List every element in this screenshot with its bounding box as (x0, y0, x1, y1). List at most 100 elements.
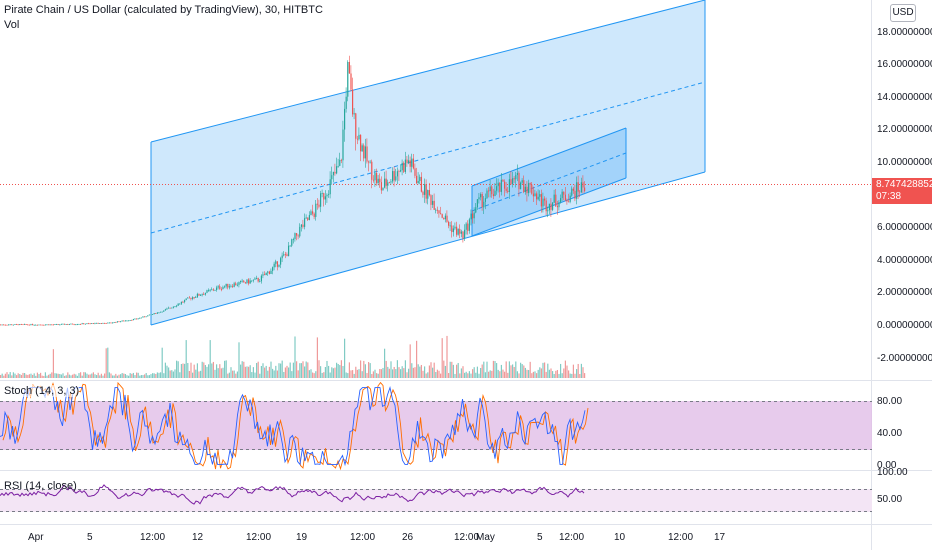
volume-bar (120, 374, 122, 378)
volume-bar (72, 374, 74, 378)
candle-body (294, 233, 296, 240)
volume-bar (481, 364, 483, 378)
volume-bar (232, 370, 234, 378)
candle-body (219, 286, 221, 290)
volume-bar (283, 371, 285, 378)
volume-bar (360, 360, 362, 378)
candle-body (390, 181, 392, 183)
candle-body (228, 286, 230, 288)
volume-bar (572, 364, 574, 378)
candle-body (356, 138, 358, 140)
candle-body (422, 191, 424, 195)
candle-body (110, 322, 112, 324)
time-axis-label: 5 (87, 532, 93, 543)
volume-bar (249, 365, 251, 378)
volume-bar (164, 362, 166, 378)
volume-bar (547, 363, 549, 378)
candle-body (220, 289, 222, 290)
volume-bar (188, 371, 190, 378)
candle-body (398, 171, 400, 173)
candle-body (334, 171, 336, 174)
volume-legend: Vol (4, 19, 20, 31)
candle-body (555, 194, 557, 207)
channel-large-upper[interactable] (150, 0, 706, 143)
volume-bar (52, 349, 54, 378)
candle-body (510, 179, 512, 185)
volume-bar (344, 338, 346, 378)
candle-body (352, 89, 354, 115)
candle-body (163, 310, 165, 312)
volume-bar (169, 370, 171, 378)
price-axis-label: 6.0000000000 (877, 222, 932, 233)
candle-body (227, 283, 229, 288)
rsi-legend[interactable]: RSI (14, close) (4, 480, 77, 492)
volume-bar (142, 375, 144, 378)
candle-body (340, 159, 342, 161)
channel-large-mid[interactable] (150, 81, 706, 234)
channel-small-upper[interactable] (471, 127, 627, 187)
volume-bar (414, 367, 416, 378)
volume-bar (270, 361, 272, 378)
volume-bar (398, 367, 400, 378)
candle-body (30, 324, 32, 326)
stoch-legend[interactable]: Stoch (14, 3, 3) (4, 385, 80, 397)
volume-bar (97, 372, 99, 378)
candle-body (524, 186, 526, 193)
currency-button[interactable]: USD (890, 4, 916, 22)
channel-large-lower[interactable] (150, 171, 706, 326)
candle-body (548, 203, 550, 211)
volume-bar (552, 371, 554, 378)
volume-bar (366, 372, 368, 378)
candle-body (68, 324, 70, 326)
candle-body (62, 323, 64, 325)
volume-bar (134, 375, 136, 378)
candle-body (190, 297, 192, 299)
candle-body (182, 301, 184, 303)
candle-body (353, 113, 355, 115)
volume-bar (428, 365, 430, 378)
price-axis-label: 2.0000000000 (877, 287, 932, 298)
volume-bar (81, 375, 83, 378)
candle-body (268, 271, 270, 274)
candle-body (99, 323, 101, 324)
candle-body (126, 320, 128, 322)
candle-body (144, 316, 146, 318)
volume-bar (126, 375, 128, 378)
candle-body (568, 201, 570, 203)
candle-body (574, 190, 576, 199)
volume-bar (185, 340, 187, 378)
candle-body (393, 171, 395, 181)
candle-body (81, 323, 83, 325)
candle-body (452, 228, 454, 233)
volume-bar (430, 362, 432, 378)
volume-bar (568, 370, 570, 378)
candle-body (240, 280, 242, 283)
volume-bar (385, 360, 387, 378)
candle-body (57, 324, 59, 325)
candle-body (404, 159, 406, 172)
volume-bar (256, 362, 258, 378)
volume-bar (353, 373, 355, 378)
candle-body (518, 172, 520, 190)
volume-bar (238, 342, 240, 378)
volume-bar (184, 363, 186, 378)
stoch-series (0, 381, 589, 471)
volume-bar (468, 371, 470, 378)
volume-bar (203, 362, 205, 378)
volume-bar (411, 363, 413, 378)
volume-bar (289, 362, 291, 378)
candle-body (494, 190, 496, 197)
candle-body (379, 178, 381, 183)
volume-bar (408, 368, 410, 378)
candle-body (70, 323, 72, 325)
candle-body (209, 289, 211, 291)
candle-body (464, 229, 466, 239)
volume-bar (350, 370, 352, 378)
volume-bar (563, 368, 565, 378)
candle-body (233, 283, 235, 287)
candle-body (60, 323, 62, 325)
volume-bar (11, 375, 13, 378)
candle-body (289, 245, 291, 247)
candle-body (571, 188, 573, 196)
